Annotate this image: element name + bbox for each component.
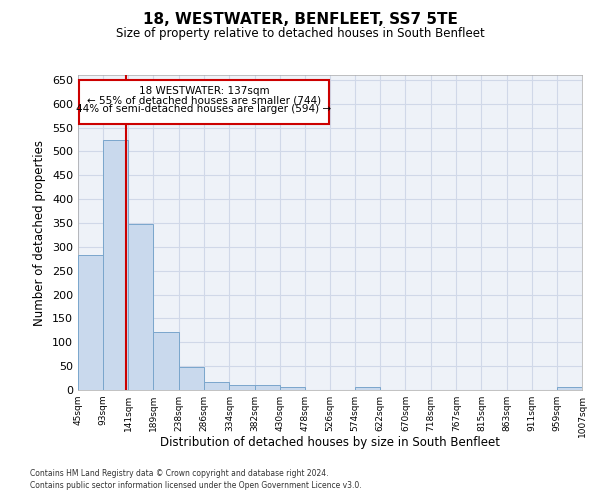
Bar <box>280 386 305 390</box>
Bar <box>557 387 582 390</box>
Bar <box>128 224 154 390</box>
Bar <box>204 382 229 390</box>
Text: ← 55% of detached houses are smaller (744): ← 55% of detached houses are smaller (74… <box>87 95 321 105</box>
Bar <box>154 332 179 390</box>
Bar <box>229 385 254 390</box>
Text: Distribution of detached houses by size in South Benfleet: Distribution of detached houses by size … <box>160 436 500 449</box>
Bar <box>78 255 103 390</box>
Text: 18, WESTWATER, BENFLEET, SS7 5TE: 18, WESTWATER, BENFLEET, SS7 5TE <box>143 12 457 28</box>
Bar <box>103 140 128 390</box>
Bar <box>179 366 204 390</box>
Y-axis label: Number of detached properties: Number of detached properties <box>34 140 46 326</box>
Bar <box>254 385 280 390</box>
Text: 44% of semi-detached houses are larger (594) →: 44% of semi-detached houses are larger (… <box>76 104 332 114</box>
FancyBboxPatch shape <box>79 80 329 124</box>
Bar <box>355 387 380 390</box>
Text: Size of property relative to detached houses in South Benfleet: Size of property relative to detached ho… <box>116 28 484 40</box>
Text: 18 WESTWATER: 137sqm: 18 WESTWATER: 137sqm <box>139 86 269 97</box>
Text: Contains public sector information licensed under the Open Government Licence v3: Contains public sector information licen… <box>30 481 362 490</box>
Text: Contains HM Land Registry data © Crown copyright and database right 2024.: Contains HM Land Registry data © Crown c… <box>30 468 329 477</box>
